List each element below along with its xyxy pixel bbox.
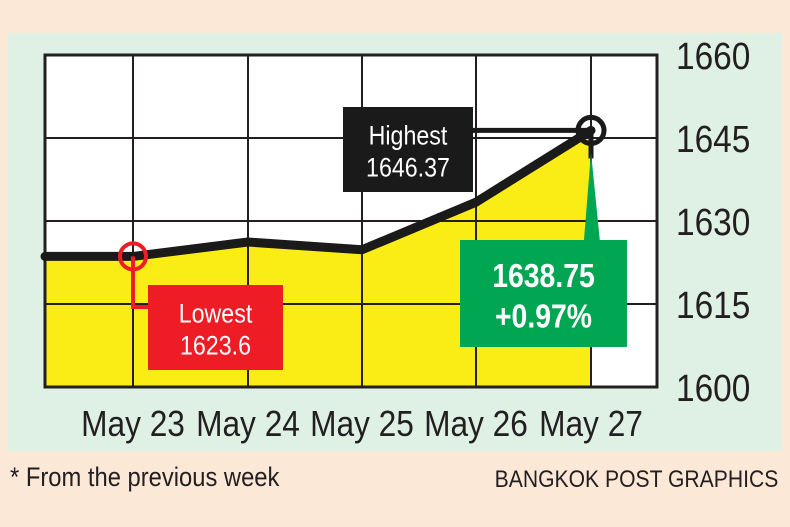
footnote: * From the previous week — [10, 462, 280, 492]
y-tick-label: 1645 — [676, 118, 750, 160]
x-tick-label: May 24 — [196, 404, 300, 444]
close-pointer — [583, 152, 601, 252]
x-tick-label: May 25 — [310, 404, 414, 444]
plot-border — [43, 53, 659, 389]
highest-text: Highest — [369, 121, 448, 151]
lowest-text: Lowest — [179, 299, 253, 329]
y-tick-label: 1660 — [676, 35, 750, 77]
lowest-box — [148, 285, 283, 370]
highest-text: 1646.37 — [366, 153, 450, 183]
highest-marker — [575, 114, 607, 146]
y-tick-label: 1615 — [676, 284, 750, 326]
lowest-marker — [118, 241, 148, 272]
close-box — [460, 240, 627, 347]
y-tick-label: 1600 — [676, 367, 750, 409]
credit: BANGKOK POST GRAPHICS — [494, 466, 778, 493]
highest-box — [343, 107, 473, 192]
close-text: 1638.75 — [492, 257, 595, 295]
lowest-text: 1623.6 — [180, 331, 251, 361]
x-tick-label: May 23 — [81, 404, 185, 444]
x-tick-label: May 26 — [424, 404, 528, 444]
close-text: +0.97% — [495, 298, 592, 336]
x-tick-label: May 27 — [539, 404, 643, 444]
y-tick-label: 1630 — [676, 201, 750, 243]
lowest-leader — [131, 256, 150, 309]
